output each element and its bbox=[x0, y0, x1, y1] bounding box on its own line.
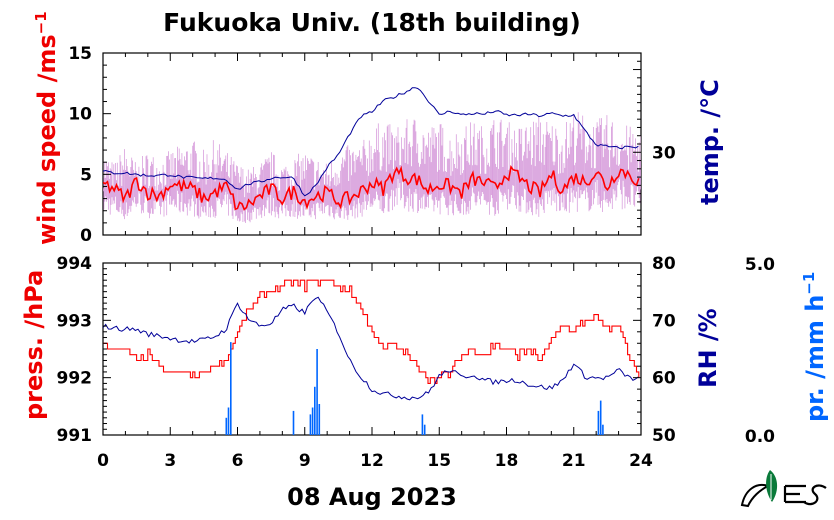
nes-logo bbox=[740, 470, 827, 508]
precipitation-bar bbox=[318, 404, 321, 435]
wind-axis-title: wind speed /ms−1 bbox=[32, 11, 61, 245]
pressure-series bbox=[103, 279, 640, 384]
humidity-series bbox=[103, 296, 639, 401]
precipitation-bar bbox=[597, 410, 600, 435]
x-tick-label: 18 bbox=[495, 451, 519, 471]
x-axis-label: 08 Aug 2023 bbox=[287, 483, 457, 511]
pr-tick-label: 5.0 bbox=[745, 255, 775, 275]
precipitation-bar bbox=[602, 424, 604, 435]
rh-axis-title: RH /% bbox=[694, 308, 722, 388]
pr-tick-label: 0.0 bbox=[745, 427, 775, 447]
x-tick-label: 24 bbox=[629, 451, 653, 471]
press-axis-title: press. /hPa bbox=[20, 270, 48, 420]
rh-tick-label: 60 bbox=[652, 369, 676, 389]
temp-axis-title: temp. /°C bbox=[696, 79, 724, 205]
pr-axis-title: pr. /mm h−1 bbox=[800, 272, 829, 422]
svg-text:pr. /mm h−1: pr. /mm h−1 bbox=[800, 272, 829, 422]
wind-tick-label: 10 bbox=[68, 105, 92, 125]
precipitation-bar bbox=[311, 407, 314, 435]
pr-axis-title-sup: −1 bbox=[800, 272, 818, 295]
x-tick-label: 12 bbox=[360, 451, 384, 471]
precipitation-bar bbox=[292, 410, 295, 435]
pr-axis-title-text: pr. /mm h bbox=[801, 295, 829, 422]
wind-axis-title-text: wind speed /ms bbox=[33, 34, 61, 245]
precipitation-bar bbox=[225, 417, 228, 435]
temp-tick-label: 30 bbox=[652, 143, 676, 163]
press-tick-label: 994 bbox=[57, 254, 93, 274]
precipitation-bar bbox=[314, 386, 316, 435]
x-tick-label: 15 bbox=[427, 451, 451, 471]
rh-tick-label: 50 bbox=[652, 426, 676, 446]
press-tick-label: 992 bbox=[57, 369, 93, 389]
x-tick-label: 3 bbox=[164, 451, 176, 471]
wind-mean-series bbox=[103, 164, 640, 211]
precipitation-bar bbox=[599, 400, 602, 435]
temperature-series bbox=[103, 87, 639, 197]
wind-tick-label: 0 bbox=[80, 226, 92, 246]
bottom-panel-frame bbox=[102, 262, 642, 436]
svg-text:wind speed /ms−1: wind speed /ms−1 bbox=[32, 11, 61, 245]
wind-tick-label: 15 bbox=[68, 44, 92, 64]
rh-tick-label: 70 bbox=[652, 311, 676, 331]
x-tick-label: 0 bbox=[97, 451, 109, 471]
precipitation-bar bbox=[309, 414, 312, 435]
precipitation-bar bbox=[421, 414, 424, 435]
precipitation-bar bbox=[227, 407, 230, 435]
rh-tick-label: 80 bbox=[652, 254, 676, 274]
precipitation-bar bbox=[316, 349, 318, 435]
press-tick-label: 993 bbox=[57, 311, 93, 331]
x-tick-label: 9 bbox=[299, 451, 311, 471]
wind-axis-title-sup: −1 bbox=[32, 11, 50, 34]
press-tick-label: 991 bbox=[57, 426, 93, 446]
wind-tick-label: 5 bbox=[80, 165, 92, 185]
precipitation-bar bbox=[230, 342, 232, 435]
x-tick-label: 6 bbox=[232, 451, 244, 471]
x-tick-label: 21 bbox=[562, 451, 586, 471]
wind-gust-series bbox=[103, 112, 641, 223]
precipitation-bar bbox=[423, 424, 426, 435]
chart-title: Fukuoka Univ. (18th building) bbox=[163, 8, 581, 37]
